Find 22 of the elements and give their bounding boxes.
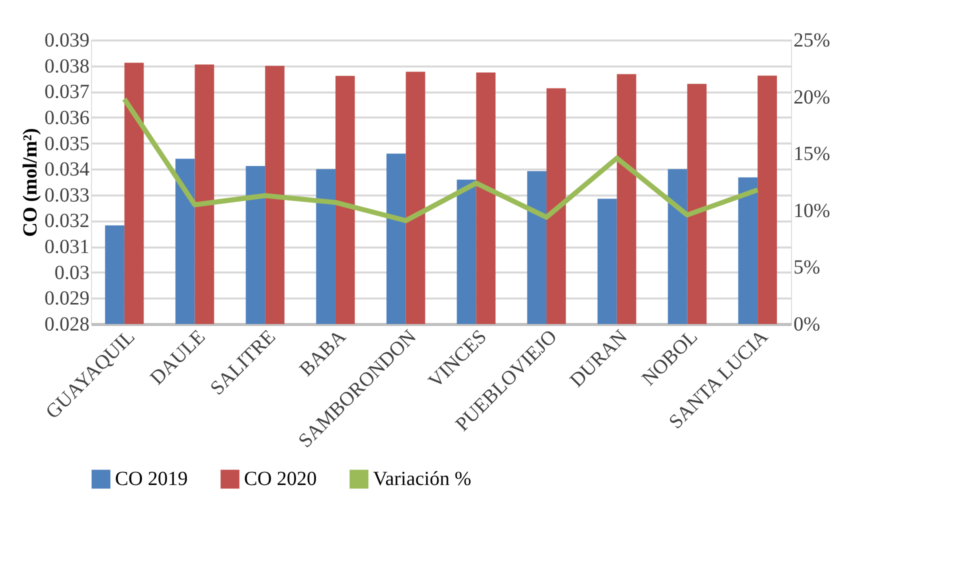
y-tick-label: 0.032 [44, 210, 90, 232]
y-tick-label: 0.031 [44, 236, 90, 258]
y-tick-label: 0.029 [44, 288, 90, 310]
y-tick-label: 0.039 [44, 30, 90, 52]
y2-tick-label: 0% [794, 314, 820, 336]
y-axis-title: CO (mol/m²) [20, 128, 42, 237]
y-tick-label: 0.028 [44, 314, 90, 336]
y-tick-label: 0.038 [44, 55, 90, 78]
y-tick-label: 0.037 [44, 81, 90, 104]
y2-tick-label: 20% [794, 86, 830, 108]
y-tick-label: 0.034 [44, 158, 90, 181]
y-tick-label: 0.033 [44, 184, 90, 206]
y2-tick-label: 25% [794, 30, 830, 52]
y2-tick-label: 10% [794, 200, 830, 222]
y-tick-label: 0.036 [44, 106, 90, 129]
y2-tick-label: 15% [794, 143, 830, 166]
y2-tick-label: 5% [794, 256, 820, 279]
legend-label: CO 2020 [244, 468, 317, 490]
legend-label: Variación % [373, 468, 472, 490]
legend-label: CO 2019 [115, 468, 188, 490]
y-tick-label: 0.03 [54, 262, 90, 284]
y-tick-label: 0.035 [44, 132, 90, 155]
